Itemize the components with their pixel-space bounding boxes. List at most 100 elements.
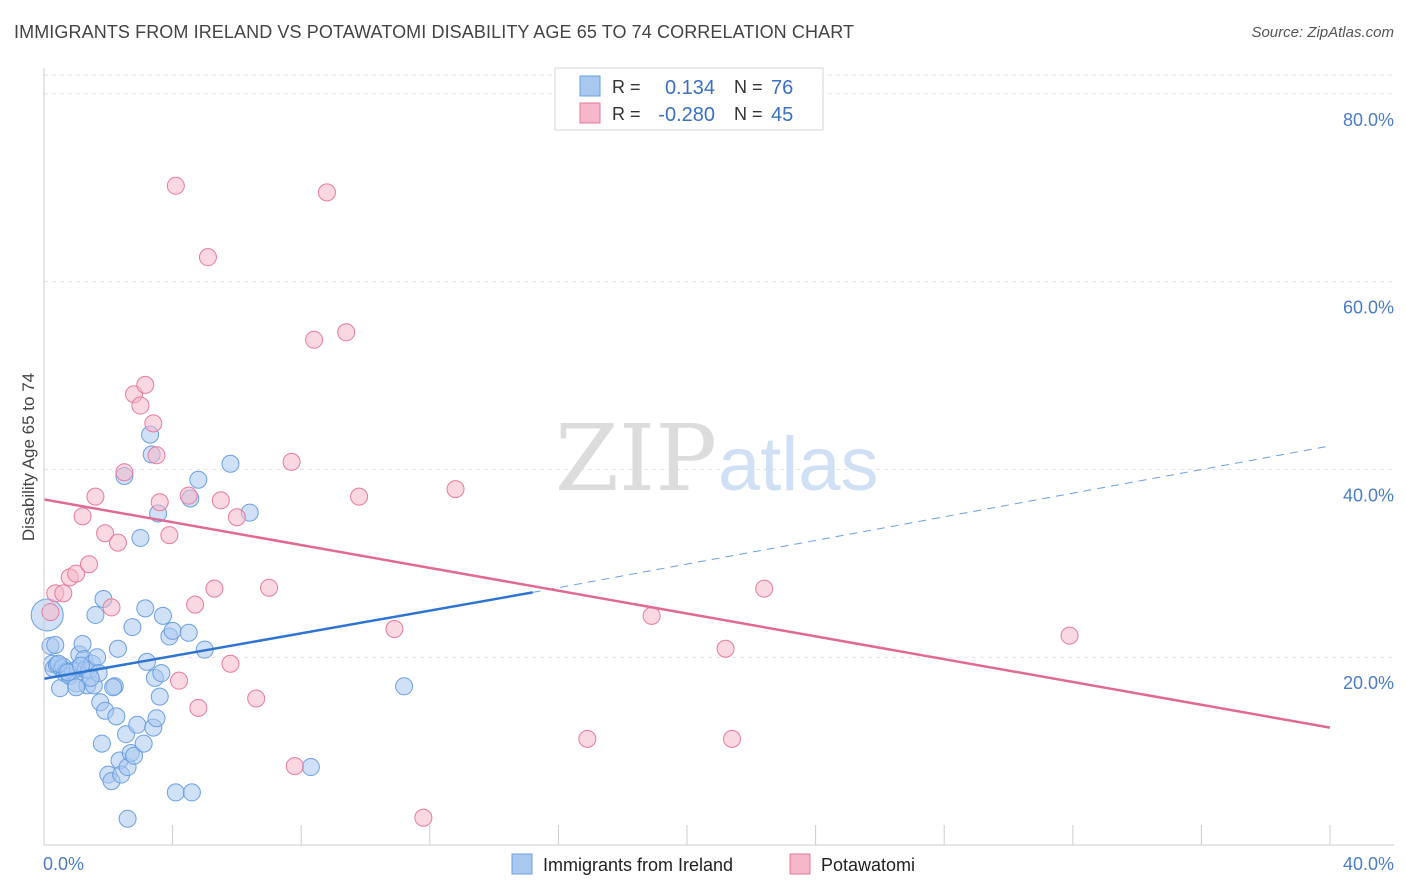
bottom-legend-swatch-potawatomi <box>789 853 811 875</box>
point-potawatomi <box>96 524 115 543</box>
legend-r-value-2: -0.280 <box>658 104 715 126</box>
correlation-legend: R = 0.134 N = 76 R = -0.280 N = 45 <box>554 67 824 131</box>
point-potawatomi <box>170 671 189 690</box>
point-potawatomi <box>179 486 198 505</box>
bottom-legend-swatch-ireland <box>511 853 533 875</box>
point-potawatomi <box>221 654 240 673</box>
point-potawatomi <box>136 375 155 394</box>
point-ireland <box>88 648 107 667</box>
point-ireland <box>134 734 153 753</box>
point-ireland <box>179 623 198 642</box>
point-ireland <box>189 470 208 489</box>
legend-r-label-2: R = <box>612 104 641 124</box>
legend-n-label-2: N = <box>734 104 763 124</box>
point-potawatomi <box>337 323 356 342</box>
legend-n-value-1: 76 <box>771 77 793 99</box>
point-ireland <box>123 618 142 637</box>
y-tick-label: 80.0% <box>1343 110 1394 130</box>
point-potawatomi <box>198 248 217 267</box>
point-potawatomi <box>755 579 774 598</box>
point-potawatomi <box>144 414 163 433</box>
axis-layer: 20.0% 40.0% 60.0% 80.0% <box>43 68 1394 846</box>
point-ireland <box>182 783 201 802</box>
y-axis-label: Disability Age 65 to 74 <box>19 373 38 541</box>
point-potawatomi <box>54 584 73 603</box>
legend-r-label-1: R = <box>612 77 641 97</box>
point-potawatomi <box>205 579 224 598</box>
point-potawatomi <box>80 555 99 574</box>
point-ireland <box>92 734 111 753</box>
point-ireland <box>108 639 127 658</box>
point-ireland <box>136 599 155 618</box>
point-potawatomi <box>446 480 465 499</box>
trend-line-potawatomi <box>43 498 1331 729</box>
y-tick-label: 60.0% <box>1343 298 1394 318</box>
point-potawatomi <box>642 606 661 625</box>
point-potawatomi <box>578 729 597 748</box>
point-ireland <box>118 809 137 828</box>
point-potawatomi <box>247 689 266 708</box>
grid-layer <box>44 74 1394 658</box>
watermark-atlas: atlas <box>718 422 879 507</box>
point-potawatomi <box>1060 626 1079 645</box>
series-legend: Immigrants from Ireland Potawatomi <box>511 853 915 875</box>
trend-line-ireland-extrapolated <box>532 445 1331 593</box>
point-potawatomi <box>102 598 121 617</box>
point-potawatomi <box>166 176 185 195</box>
point-potawatomi <box>73 507 92 526</box>
legend-n-label-1: N = <box>734 77 763 97</box>
point-ireland <box>152 664 171 683</box>
point-ireland <box>107 707 126 726</box>
point-ireland <box>166 783 185 802</box>
point-ireland <box>73 635 92 654</box>
point-potawatomi <box>186 595 205 614</box>
point-potawatomi <box>305 330 324 349</box>
point-potawatomi <box>723 729 742 748</box>
point-ireland <box>86 605 105 624</box>
point-potawatomi <box>147 446 166 465</box>
legend-n-value-2: 45 <box>771 104 793 126</box>
point-potawatomi <box>260 578 279 597</box>
point-ireland <box>163 621 182 640</box>
point-potawatomi <box>385 620 404 639</box>
point-potawatomi <box>317 183 336 202</box>
y-tick-label: 20.0% <box>1343 673 1394 693</box>
point-ireland <box>150 687 169 706</box>
trend-layer <box>43 445 1331 729</box>
point-potawatomi <box>716 639 735 658</box>
point-ireland <box>221 454 240 473</box>
point-potawatomi <box>67 564 86 583</box>
point-ireland <box>301 758 320 777</box>
point-potawatomi <box>350 487 369 506</box>
point-potawatomi <box>414 808 433 827</box>
point-ireland <box>71 656 90 675</box>
point-potawatomi <box>86 487 105 506</box>
point-ireland <box>131 528 150 547</box>
x-tick-label-max: 40.0% <box>1343 854 1394 874</box>
x-tick-label-min: 0.0% <box>43 854 84 874</box>
point-potawatomi <box>189 698 208 717</box>
point-potawatomi <box>285 757 304 776</box>
point-potawatomi <box>41 603 60 622</box>
point-potawatomi <box>160 526 179 545</box>
points-layer <box>30 176 1079 828</box>
source-label: Source: ZipAtlas.com <box>1251 24 1394 41</box>
legend-r-value-1: 0.134 <box>665 77 715 99</box>
bottom-legend-potawatomi: Potawatomi <box>821 855 915 875</box>
point-ireland <box>46 635 65 654</box>
legend-swatch-potawatomi <box>579 102 601 124</box>
point-ireland <box>395 677 414 696</box>
point-ireland <box>128 715 147 734</box>
point-potawatomi <box>108 533 127 552</box>
point-potawatomi <box>131 396 150 415</box>
point-potawatomi <box>282 452 301 471</box>
point-potawatomi <box>115 463 134 482</box>
point-ireland <box>147 709 166 728</box>
point-potawatomi <box>211 491 230 510</box>
point-ireland <box>104 678 123 697</box>
chart-title: IMMIGRANTS FROM IRELAND VS POTAWATOMI DI… <box>14 22 855 42</box>
legend-swatch-ireland <box>579 75 601 97</box>
point-ireland <box>125 746 144 765</box>
point-ireland <box>153 606 172 625</box>
